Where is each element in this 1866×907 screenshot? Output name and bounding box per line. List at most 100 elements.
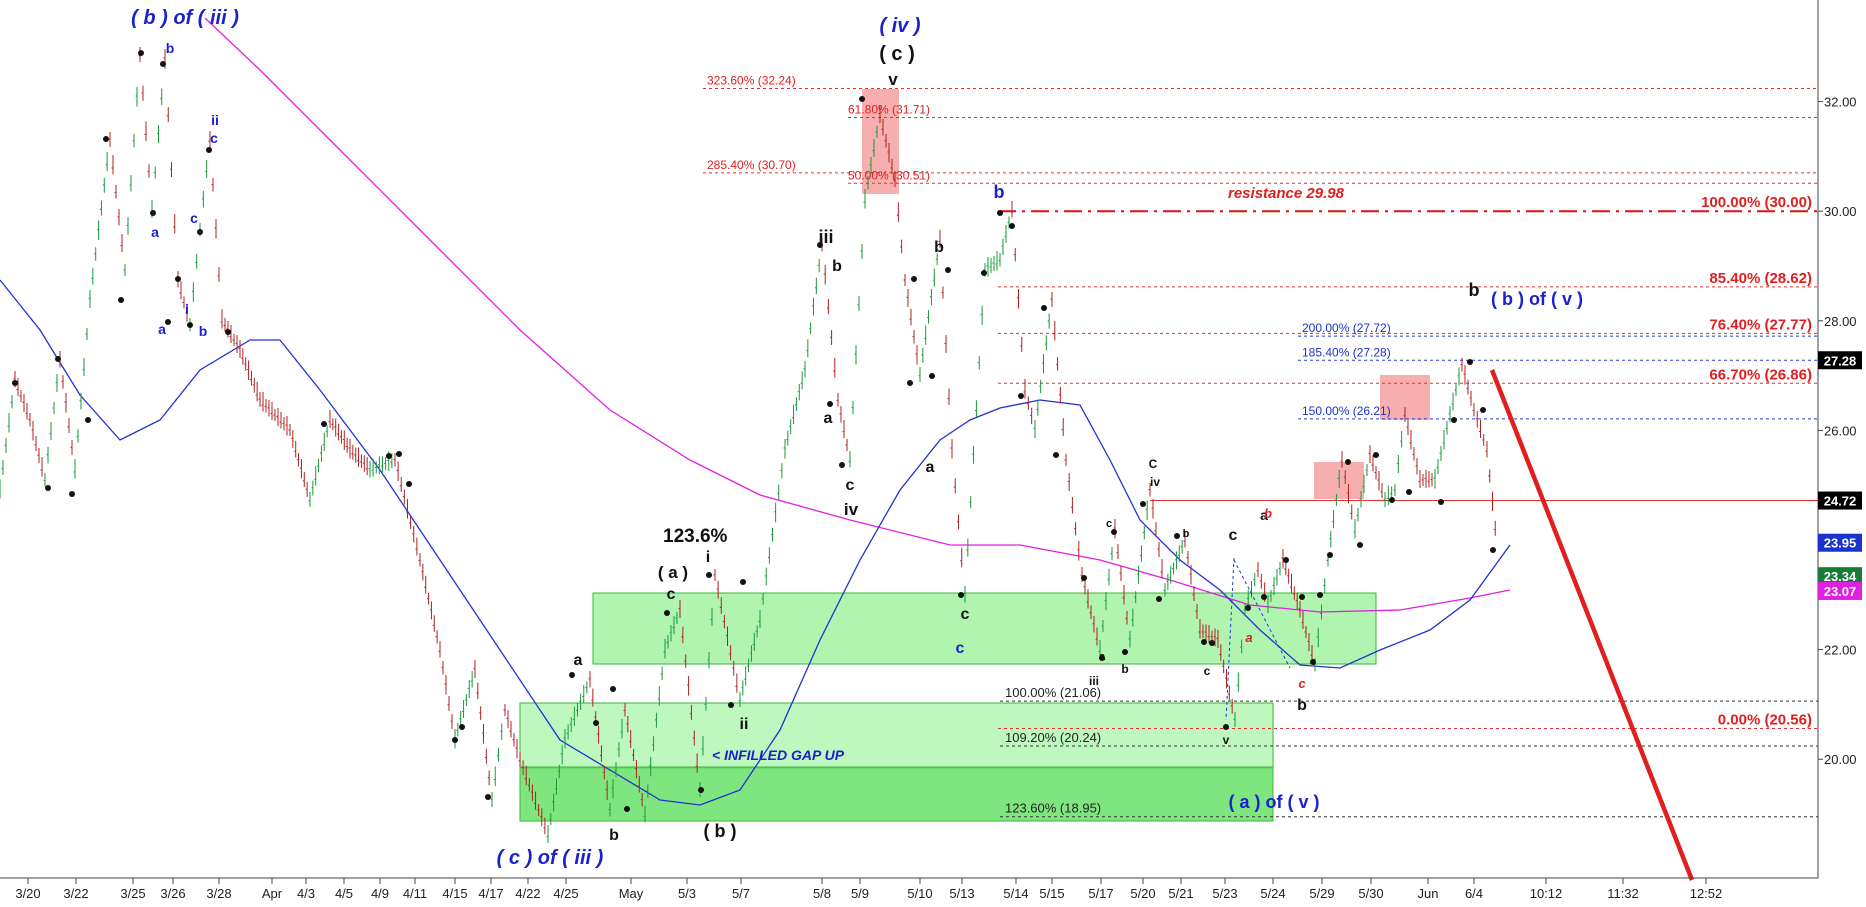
pivot-dot	[459, 724, 465, 730]
pivot-dot	[911, 276, 917, 282]
x-tick-label: 5/29	[1309, 886, 1334, 901]
price-badge-label: 23.07	[1824, 584, 1857, 599]
x-tick-label: 5/3	[678, 886, 696, 901]
wave-label-black: a	[824, 410, 833, 427]
ratio-label: 123.6%	[663, 526, 728, 547]
pivot-dot	[827, 401, 833, 407]
pivot-dot	[1438, 499, 1444, 505]
moving-averages	[0, 17, 1511, 806]
wave-connector-dashed	[1225, 557, 1291, 721]
wave-label-red: b	[1264, 506, 1272, 521]
trend-line-red	[1489, 369, 1695, 881]
pivot-dot	[485, 794, 491, 800]
pivot-dot	[569, 672, 575, 678]
y-tick-label: 22.00	[1824, 643, 1857, 658]
gap-label: < INFILLED GAP UP	[712, 747, 845, 763]
pivot-dot	[1283, 557, 1289, 563]
pivot-dot	[929, 373, 935, 379]
x-tick-label: May	[619, 886, 644, 901]
pivot-dot	[187, 322, 193, 328]
pivot-dot	[103, 136, 109, 142]
fib-label-right: 100.00% (30.00)	[1701, 194, 1812, 211]
fib-label-top: 285.40% (30.70)	[707, 158, 796, 172]
x-tick-label: 5/24	[1260, 886, 1285, 901]
x-tick-label: 10:12	[1530, 886, 1563, 901]
pivot-dot	[1156, 596, 1162, 602]
ma-fast-line	[0, 279, 1511, 806]
fib-lines: 323.60% (32.24) 61.80% (31.71) 285.40% (30…	[703, 73, 1818, 818]
infilled-gap-zone-light	[519, 702, 1274, 769]
pivot-dot	[1041, 305, 1047, 311]
pivot-dot	[981, 270, 987, 276]
pivot-dot	[698, 787, 704, 793]
pivot-dot	[1018, 393, 1024, 399]
resistance-label: resistance 29.98	[1228, 185, 1345, 202]
pivot-dot	[12, 380, 18, 386]
price-badge	[1818, 567, 1862, 586]
price-badge-label: 24.72	[1824, 494, 1857, 509]
pivot-dot	[593, 720, 599, 726]
wave-label-black: a	[926, 459, 935, 476]
x-tick-label: 4/15	[442, 886, 467, 901]
pivot-dot	[997, 210, 1003, 216]
pivot-dot	[206, 147, 212, 153]
wave-label-blue: b	[166, 40, 175, 56]
pivot-dot	[118, 297, 124, 303]
wave-label-black: c	[961, 606, 970, 623]
pivot-dot	[150, 210, 156, 216]
pivot-dot	[1345, 459, 1351, 465]
fib-label-blue: 185.40% (27.28)	[1302, 345, 1391, 359]
fib-label-right: 0.00% (20.56)	[1718, 712, 1812, 729]
pivot-dot	[664, 610, 670, 616]
x-tick-label: 5/20	[1130, 886, 1155, 901]
fib-label-right: 76.40% (27.77)	[1709, 316, 1812, 333]
wave-label-black: v	[1223, 733, 1230, 747]
pivot-dot	[1389, 497, 1395, 503]
fib-label-dark: 123.60% (18.95)	[1005, 801, 1101, 816]
pivot-dot	[1122, 649, 1128, 655]
wave-label-black: iv	[1150, 475, 1160, 489]
pivot-dot	[1451, 417, 1457, 423]
wave-label-black: iv	[844, 500, 859, 519]
price-badge-label: 23.34	[1824, 569, 1857, 584]
ma-slow-line	[204, 17, 1511, 613]
price-badge	[1818, 581, 1862, 600]
x-tick-label: 4/5	[335, 886, 353, 901]
wave-label-blue: c	[210, 130, 218, 146]
pivot-dot	[85, 417, 91, 423]
axis-labels: 20.0022.0024.0026.0028.0030.0032.003/203…	[15, 95, 1856, 901]
x-tick-label: 4/11	[403, 886, 427, 901]
pivot-dot	[740, 579, 746, 585]
pivot-dot	[1009, 223, 1015, 229]
x-tick-label: 4/3	[297, 886, 315, 901]
pivot-dot	[1223, 724, 1229, 730]
wave-label-blue: a	[151, 224, 159, 240]
infilled-gap-zone-dark	[519, 766, 1274, 822]
price-badge	[1818, 533, 1862, 552]
fib-label-blue: 150.00% (26.21)	[1302, 404, 1391, 418]
wave-label-black: C	[1149, 457, 1158, 471]
pivot-dot	[624, 806, 630, 812]
x-tick-label: 5/17	[1088, 886, 1113, 901]
y-tick-label: 32.00	[1824, 95, 1857, 110]
pivot-dot	[1480, 407, 1486, 413]
wave-label-blue: ( c ) of ( iii )	[497, 847, 604, 869]
wave-label-blue: c	[190, 210, 198, 226]
wave-label-black: iii	[818, 227, 833, 247]
x-tick-label: 4/9	[371, 886, 389, 901]
pivot-dot	[1406, 489, 1412, 495]
x-tick-label: 11:32	[1607, 886, 1639, 901]
wave-label-black: iii	[1089, 674, 1099, 688]
wave-label-blue: c	[956, 640, 965, 657]
wave-label-black: i	[706, 549, 710, 566]
pivot-dot	[817, 242, 823, 248]
y-tick-label: 30.00	[1824, 204, 1857, 219]
fib-label-dark: 109.20% (20.24)	[1005, 730, 1101, 745]
pivot-dot	[859, 96, 865, 102]
pivot-dot	[1111, 529, 1117, 535]
x-tick-label: 5/8	[813, 886, 831, 901]
wave-label-blue: i	[185, 301, 189, 317]
pivot-dot	[1053, 452, 1059, 458]
pivot-dot	[406, 481, 412, 487]
